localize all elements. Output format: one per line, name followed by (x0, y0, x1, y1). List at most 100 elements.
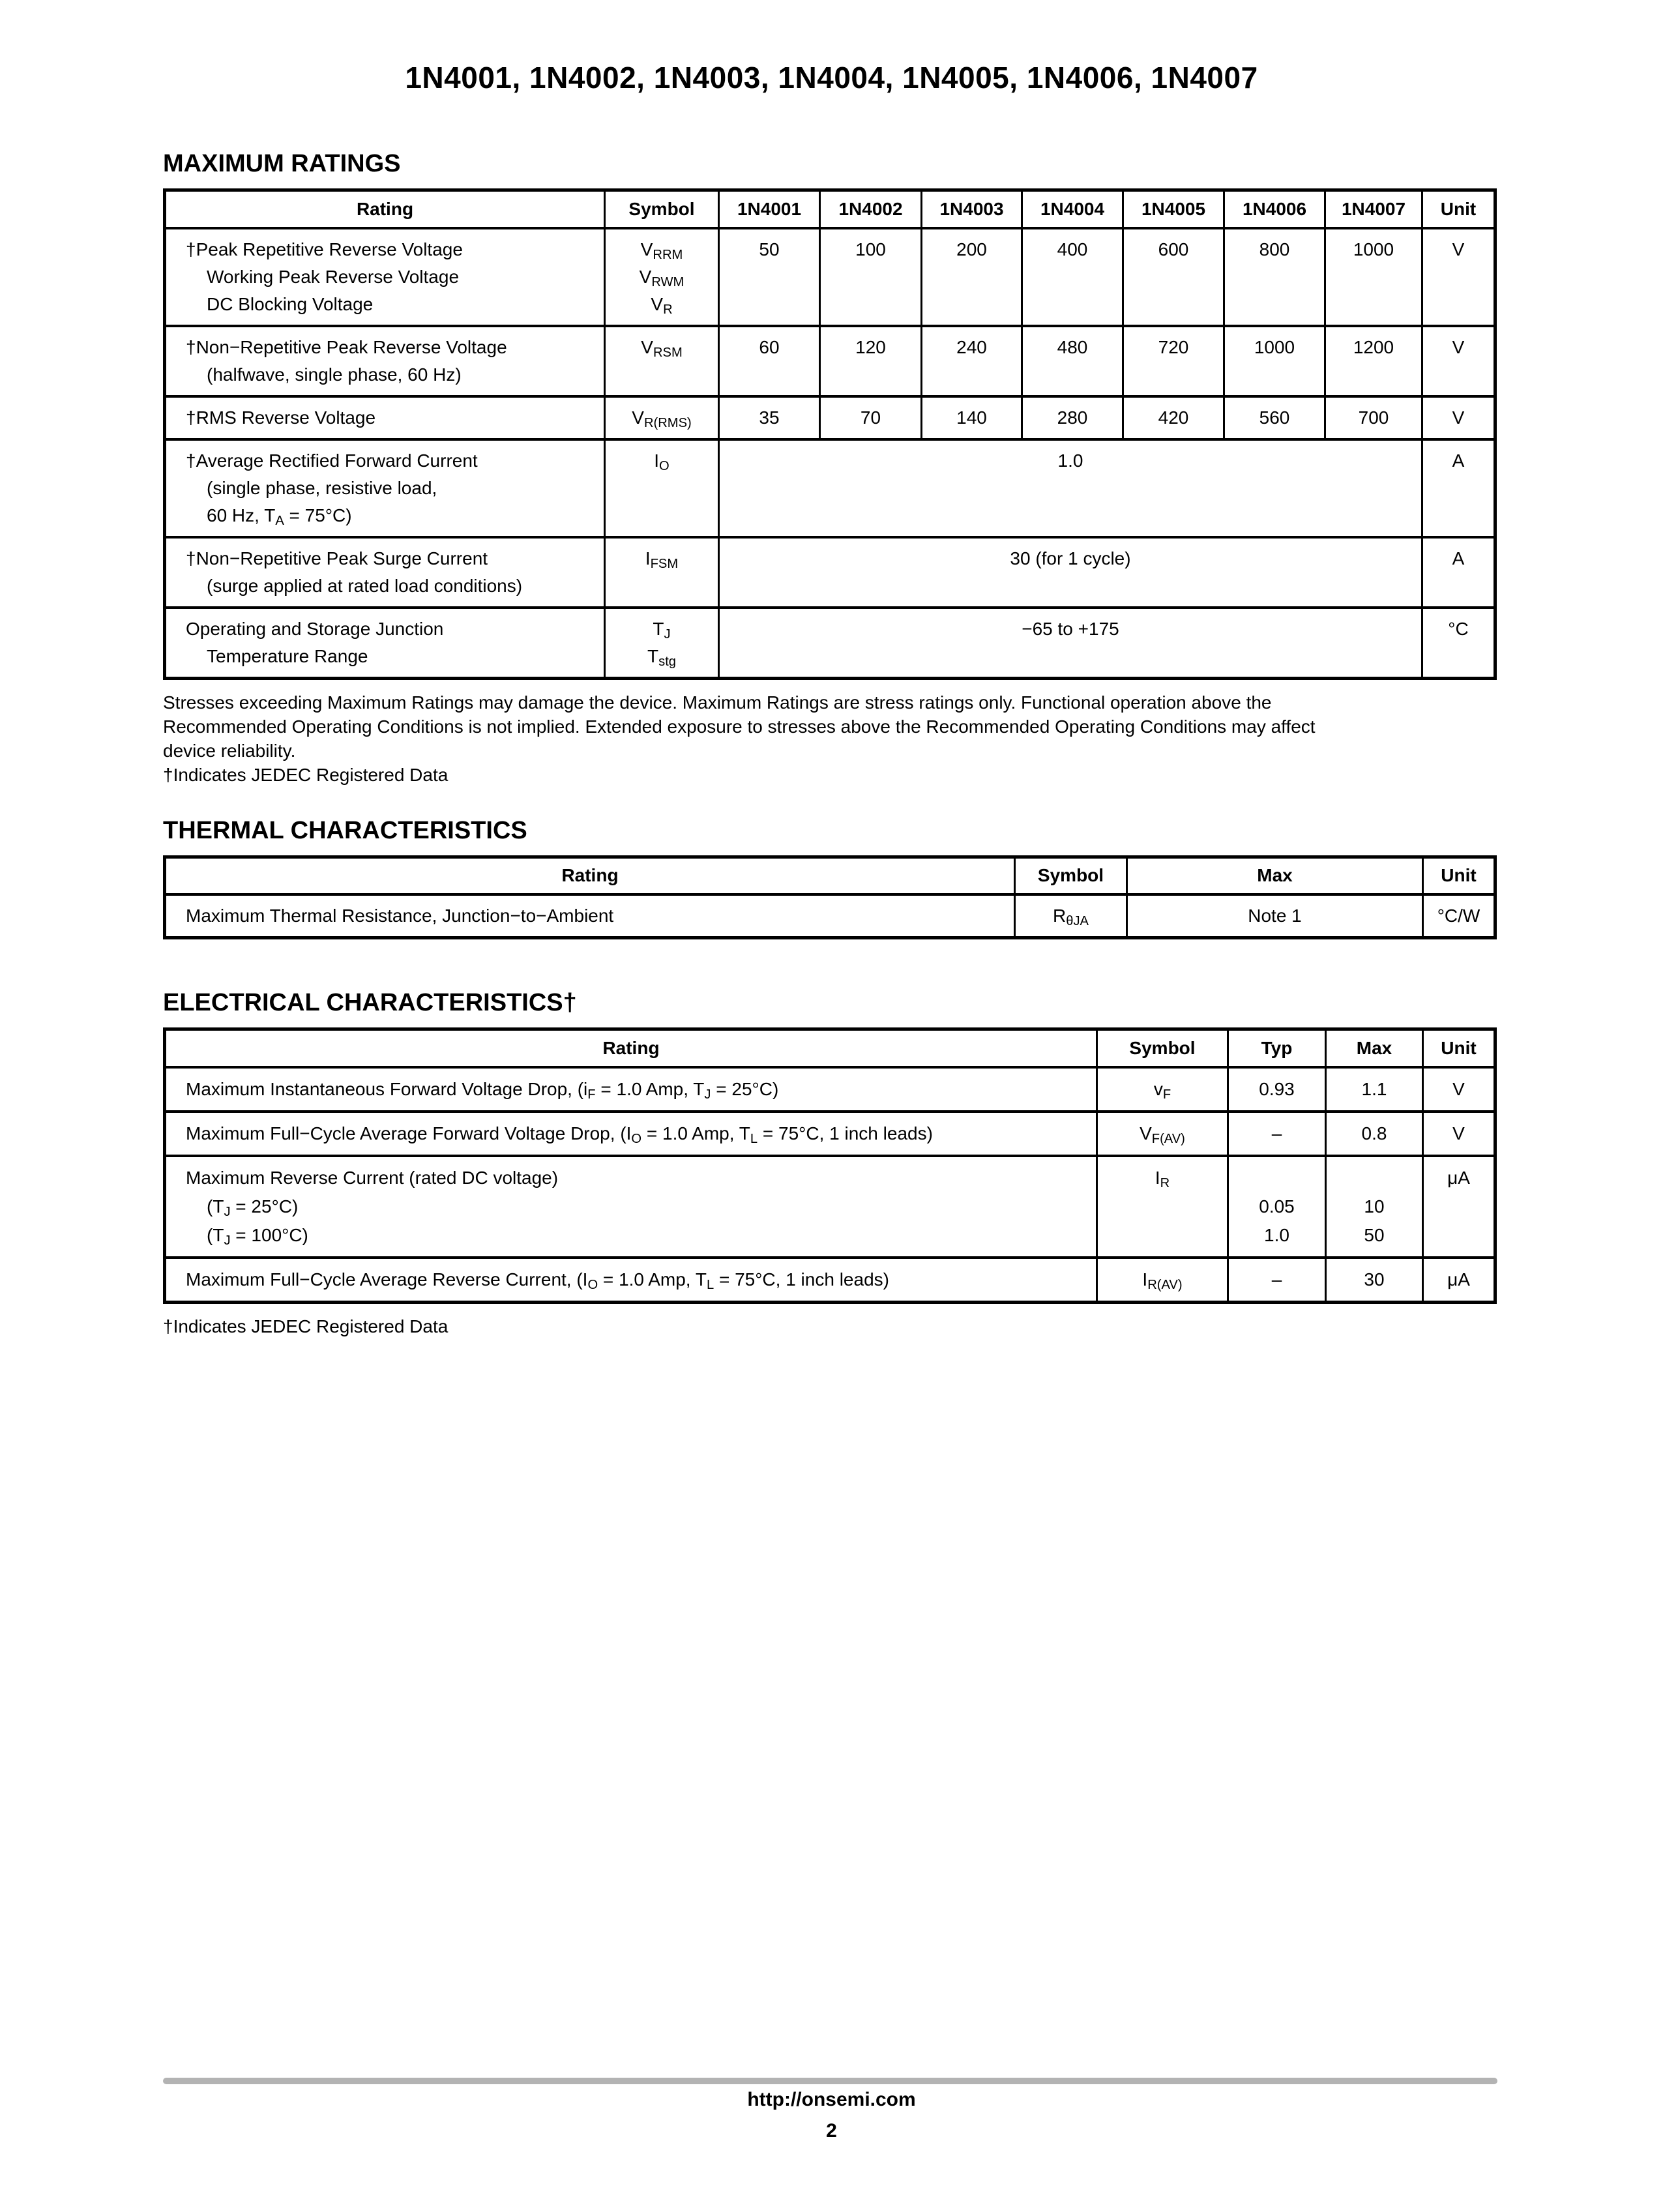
table-row: Maximum Reverse Current (rated DC voltag… (164, 1154, 1496, 1259)
rating-cell: Maximum Instantaneous Forward Voltage Dr… (164, 1065, 1098, 1113)
column-header: Symbol (1096, 1027, 1229, 1069)
value-cell: 1000 (1324, 226, 1423, 327)
footer-url[interactable]: http://onsemi.com (747, 2089, 916, 2110)
value-cell: 70 (819, 394, 922, 441)
value-cell: 700 (1324, 394, 1423, 441)
column-header: Rating (164, 188, 606, 229)
merged-value-cell: 1.0 (718, 437, 1423, 538)
value-cell: 35 (718, 394, 821, 441)
typ-cell: – (1227, 1110, 1327, 1157)
rating-cell: Maximum Full−Cycle Average Forward Volta… (164, 1110, 1098, 1157)
table-row: †Non−Repetitive Peak Surge Current (surg… (164, 535, 1496, 609)
symbol-line: vF (1153, 1078, 1171, 1102)
merged-value-cell: 30 (for 1 cycle) (718, 535, 1423, 609)
value-cell: 720 (1122, 324, 1225, 398)
value-cell: 200 (920, 226, 1023, 327)
value-cell: 140 (920, 394, 1023, 441)
value-cell: 800 (1223, 226, 1326, 327)
table-header-row: Rating Symbol Typ Max Unit (164, 1027, 1496, 1069)
max-line: 10 (1364, 1196, 1385, 1217)
symbol-cell: VRRM VRWM VR (604, 226, 720, 327)
rating-cell: Maximum Thermal Resistance, Junction−to−… (164, 893, 1016, 939)
page-content: MAXIMUM RATINGS Rating Symbol 1N4001 1N4… (163, 150, 1497, 1338)
unit-cell: A (1421, 535, 1496, 609)
value-cell: 50 (718, 226, 821, 327)
rating-cell: Operating and Storage Junction Temperatu… (164, 606, 606, 679)
table-row: Maximum Instantaneous Forward Voltage Dr… (164, 1065, 1496, 1113)
value-cell: 240 (920, 324, 1023, 398)
symbol-line: Tstg (647, 645, 676, 669)
electrical-table: Rating Symbol Typ Max Unit Maximum Insta… (163, 1027, 1497, 1304)
column-header: 1N4004 (1021, 188, 1124, 229)
rating-line: Maximum Thermal Resistance, Junction−to−… (186, 906, 614, 926)
rating-cell: Maximum Reverse Current (rated DC voltag… (164, 1154, 1098, 1259)
value-cell: 120 (819, 324, 922, 398)
symbol-line: IR (1155, 1167, 1170, 1190)
table-header-row: Rating Symbol Max Unit (164, 855, 1496, 896)
unit-cell: μA (1422, 1154, 1496, 1259)
rating-line: Temperature Range (207, 645, 368, 666)
rating-line: (single phase, resistive load, (207, 477, 437, 498)
symbol-cell: IR(AV) (1096, 1256, 1229, 1303)
unit-cell: V (1422, 1110, 1496, 1157)
column-header: Unit (1421, 188, 1496, 229)
value-cell: 480 (1021, 324, 1124, 398)
symbol-line: IR(AV) (1142, 1269, 1183, 1292)
unit-cell: V (1421, 394, 1496, 441)
symbol-cell: IO (604, 437, 720, 538)
rating-line: (TJ = 25°C) (207, 1196, 299, 1219)
section-heading-electrical: ELECTRICAL CHARACTERISTICS† (163, 989, 577, 1016)
symbol-cell: RθJA (1014, 893, 1128, 939)
rating-line: †Non−Repetitive Peak Surge Current (186, 548, 488, 568)
column-header: 1N4006 (1223, 188, 1326, 229)
table-row: Operating and Storage Junction Temperatu… (164, 606, 1496, 679)
column-header: 1N4005 (1122, 188, 1225, 229)
unit-cell: V (1422, 1065, 1496, 1113)
section-heading-maximum-ratings: MAXIMUM RATINGS (163, 150, 401, 177)
typ-cell: 0.05 1.0 (1227, 1154, 1327, 1259)
rating-line: Working Peak Reverse Voltage (207, 266, 460, 287)
table-row: †RMS Reverse Voltage VR(RMS) 35 70 140 2… (164, 394, 1496, 441)
merged-value-cell: −65 to +175 (718, 606, 1423, 679)
max-line: 50 (1364, 1224, 1385, 1245)
table-header-row: Rating Symbol 1N4001 1N4002 1N4003 1N400… (164, 188, 1496, 229)
rating-cell: †Non−Repetitive Peak Surge Current (surg… (164, 535, 606, 609)
value-cell: 600 (1122, 226, 1225, 327)
typ-line: 0.05 (1259, 1196, 1295, 1217)
column-header: 1N4007 (1324, 188, 1423, 229)
rating-line: DC Blocking Voltage (207, 293, 374, 314)
unit-cell: μA (1422, 1256, 1496, 1303)
table-row: Maximum Full−Cycle Average Forward Volta… (164, 1110, 1496, 1157)
symbol-cell: VF(AV) (1096, 1110, 1229, 1157)
rating-cell: †Non−Repetitive Peak Reverse Voltage (ha… (164, 324, 606, 398)
symbol-line: VRRM (640, 239, 683, 262)
max-cell: 10 50 (1325, 1154, 1424, 1259)
thermal-table: Rating Symbol Max Unit Maximum Thermal R… (163, 855, 1497, 939)
footer-divider (163, 2078, 1497, 2084)
typ-cell: – (1227, 1256, 1327, 1303)
value-cell: 280 (1021, 394, 1124, 441)
table-row: Maximum Thermal Resistance, Junction−to−… (164, 893, 1496, 939)
symbol-line: VRSM (641, 336, 683, 360)
rating-cell: †Peak Repetitive Reverse Voltage Working… (164, 226, 606, 327)
max-cell: 0.8 (1325, 1110, 1424, 1157)
column-header: Max (1126, 855, 1424, 896)
value-cell: 100 (819, 226, 922, 327)
max-line (1332, 1164, 1417, 1192)
column-header: Unit (1422, 855, 1496, 896)
page-title: 1N4001, 1N4002, 1N4003, 1N4004, 1N4005, … (405, 61, 1258, 95)
table-row: †Non−Repetitive Peak Reverse Voltage (ha… (164, 324, 1496, 398)
rating-line: (surge applied at rated load conditions) (207, 575, 523, 596)
column-header: Symbol (604, 188, 720, 229)
rating-line: Maximum Full−Cycle Average Forward Volta… (186, 1123, 933, 1146)
rating-line: Maximum Reverse Current (rated DC voltag… (186, 1167, 559, 1188)
rating-line: Operating and Storage Junction (186, 618, 444, 639)
column-header: Rating (164, 1027, 1098, 1069)
max-ratings-table: Rating Symbol 1N4001 1N4002 1N4003 1N400… (163, 188, 1497, 680)
value-cell: 60 (718, 324, 821, 398)
value-cell: 1200 (1324, 324, 1423, 398)
column-header: Typ (1227, 1027, 1327, 1069)
rating-line: Maximum Instantaneous Forward Voltage Dr… (186, 1078, 779, 1102)
stress-note-line: device reliability. (163, 740, 296, 761)
unit-cell: A (1421, 437, 1496, 538)
